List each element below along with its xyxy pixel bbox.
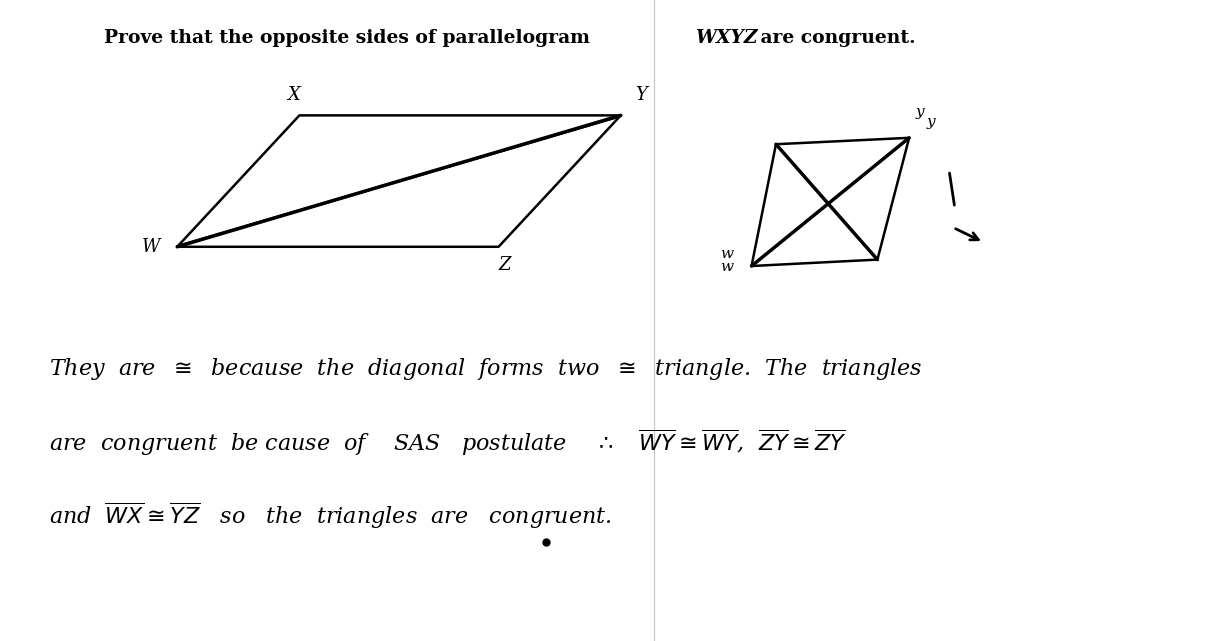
- Text: y: y: [915, 104, 924, 119]
- Text: X: X: [287, 86, 299, 104]
- Text: W: W: [142, 238, 160, 256]
- Text: w: w: [720, 247, 733, 262]
- Text: Prove that the opposite sides of parallelogram: Prove that the opposite sides of paralle…: [104, 29, 596, 47]
- Text: Y: Y: [635, 86, 648, 104]
- Text: are  congruent  be cause  of    SAS   postulate    $\therefore$   $\overline{WY}: are congruent be cause of SAS postulate …: [49, 427, 847, 458]
- Text: and  $\overline{WX}$$\cong$$\overline{YZ}$   so   the  triangles  are   congruen: and $\overline{WX}$$\cong$$\overline{YZ}…: [49, 501, 612, 531]
- Text: w: w: [720, 260, 733, 274]
- Text: Z: Z: [499, 256, 511, 274]
- Text: WXYZ: WXYZ: [694, 29, 758, 47]
- Text: They  are  $\cong$  because  the  diagonal  forms  two  $\cong$  triangle.  The : They are $\cong$ because the diagonal fo…: [49, 356, 923, 381]
- Text: are congruent.: are congruent.: [754, 29, 915, 47]
- Text: y: y: [926, 115, 935, 129]
